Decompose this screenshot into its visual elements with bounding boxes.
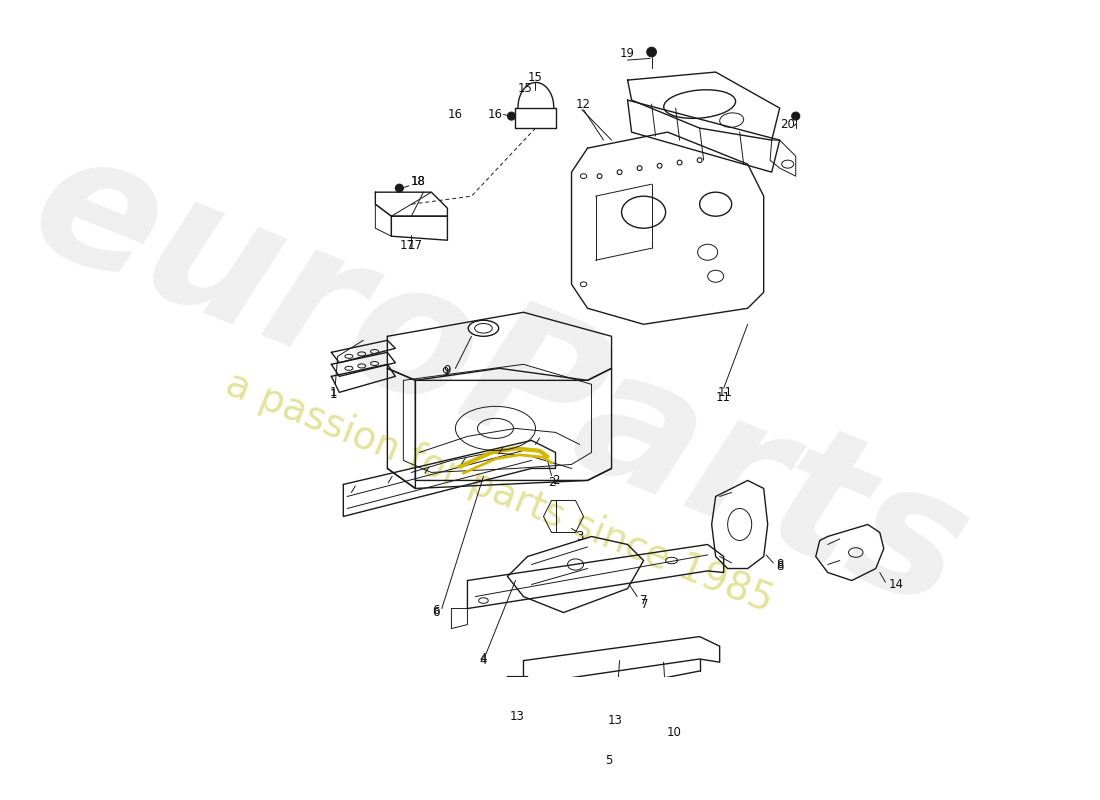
Text: 4: 4 (480, 654, 487, 667)
Text: 20: 20 (780, 118, 795, 130)
Text: 13: 13 (509, 710, 525, 723)
Text: 4: 4 (480, 653, 487, 666)
Circle shape (395, 184, 404, 192)
Text: 17: 17 (400, 239, 415, 252)
Text: 1: 1 (330, 386, 338, 399)
Text: 9: 9 (443, 364, 451, 378)
Text: 7: 7 (640, 594, 647, 607)
Text: 17: 17 (408, 239, 422, 252)
Text: 16: 16 (488, 108, 503, 121)
Text: 7: 7 (641, 598, 649, 611)
Text: 3: 3 (575, 530, 583, 543)
Text: 8: 8 (776, 558, 783, 571)
Text: 9: 9 (441, 366, 449, 379)
Text: 16: 16 (448, 108, 463, 121)
Text: 5: 5 (605, 754, 613, 767)
Text: 11: 11 (716, 391, 732, 405)
Text: 1: 1 (330, 388, 338, 402)
Text: 12: 12 (576, 98, 591, 110)
Text: 8: 8 (776, 560, 783, 573)
Text: 11: 11 (718, 386, 733, 399)
Text: 6: 6 (431, 605, 439, 618)
Text: 6: 6 (431, 606, 439, 619)
Text: a passion for parts since 1985: a passion for parts since 1985 (220, 365, 779, 620)
Text: 2: 2 (549, 476, 557, 490)
Circle shape (647, 47, 657, 57)
Text: 19: 19 (620, 47, 635, 60)
Text: 10: 10 (667, 726, 682, 739)
Text: 18: 18 (410, 175, 426, 188)
Text: 15: 15 (528, 71, 543, 84)
Text: 15: 15 (518, 82, 532, 94)
Text: 18: 18 (410, 175, 426, 188)
Text: 13: 13 (608, 714, 623, 727)
Circle shape (792, 112, 800, 120)
Text: 14: 14 (889, 578, 903, 591)
Text: 2: 2 (552, 474, 559, 487)
Circle shape (507, 112, 516, 120)
Text: euroParts: euroParts (8, 114, 991, 647)
